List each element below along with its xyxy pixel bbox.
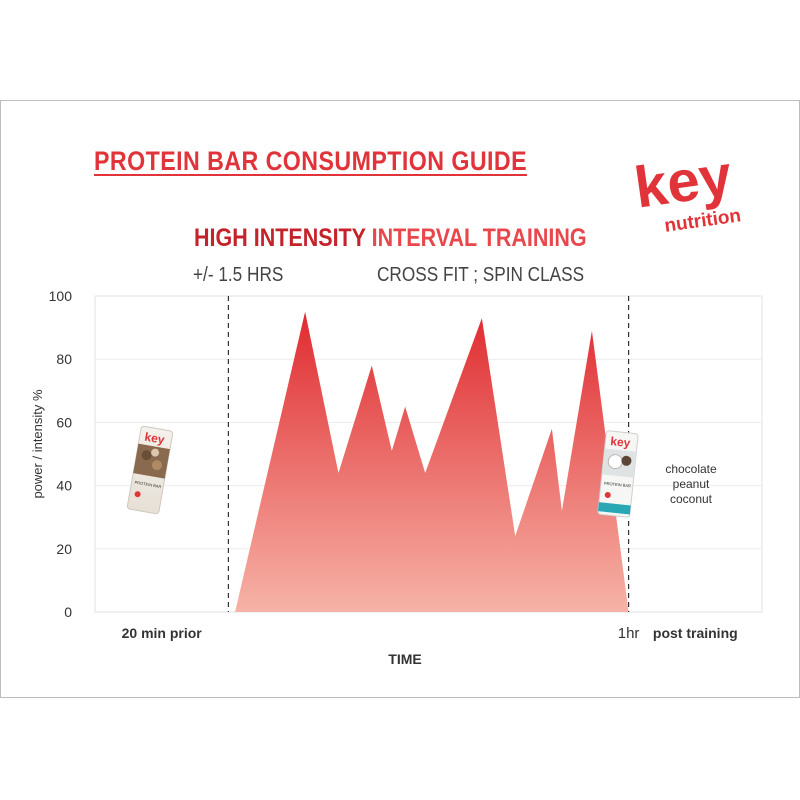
x-phase-label: 20 min prior	[122, 625, 203, 641]
duration-label: +/- 1.5 HRS	[193, 264, 284, 286]
flavor-line: coconut	[669, 492, 713, 506]
x-axis-labels: 20 min prior 1hr post training	[122, 625, 738, 642]
pre-training-bar-image: key PROTEIN BAR	[126, 425, 174, 515]
y-tick-label: 80	[56, 351, 72, 367]
chart-title-part1: HIGH INTENSITY	[194, 224, 366, 252]
y-tick-label: 60	[56, 414, 72, 430]
y-axis-ticks: 0 20 40 60 80 100	[49, 288, 73, 620]
y-tick-label: 0	[64, 604, 72, 620]
pre-bar-logo: key	[144, 430, 166, 447]
post-bar-logo: key	[610, 434, 632, 450]
flavor-line: chocolate	[665, 462, 717, 476]
y-axis-label: power / intensity %	[30, 389, 45, 499]
intensity-series-area	[235, 311, 629, 612]
x-phase-label: 1hr	[618, 625, 640, 642]
pre-bar-pack-text: PROTEIN BAR	[134, 480, 162, 490]
guide-title: PROTEIN BAR CONSUMPTION GUIDE	[94, 146, 528, 176]
brand-logo: key nutrition	[632, 143, 742, 236]
flavor-line: peanut	[672, 477, 710, 491]
brand-name: key	[632, 143, 736, 221]
post-bar-flavor-label: chocolate peanut coconut	[656, 462, 726, 507]
y-tick-label: 100	[49, 288, 73, 304]
post-bar-pack-text: PROTEIN BAR	[604, 481, 632, 489]
chart-title-part2: INTERVAL TRAINING	[371, 224, 587, 252]
x-axis-label: TIME	[388, 651, 421, 667]
intensity-area	[235, 311, 629, 612]
chart-title: HIGH INTENSITY INTERVAL TRAINING	[194, 224, 587, 253]
post-training-bar-image: key PROTEIN BAR	[597, 430, 639, 518]
y-tick-label: 40	[56, 478, 72, 494]
x-phase-label: post training	[653, 625, 738, 641]
activities-label: CROSS FIT ; SPIN CLASS	[377, 264, 585, 286]
y-tick-label: 20	[56, 541, 72, 557]
